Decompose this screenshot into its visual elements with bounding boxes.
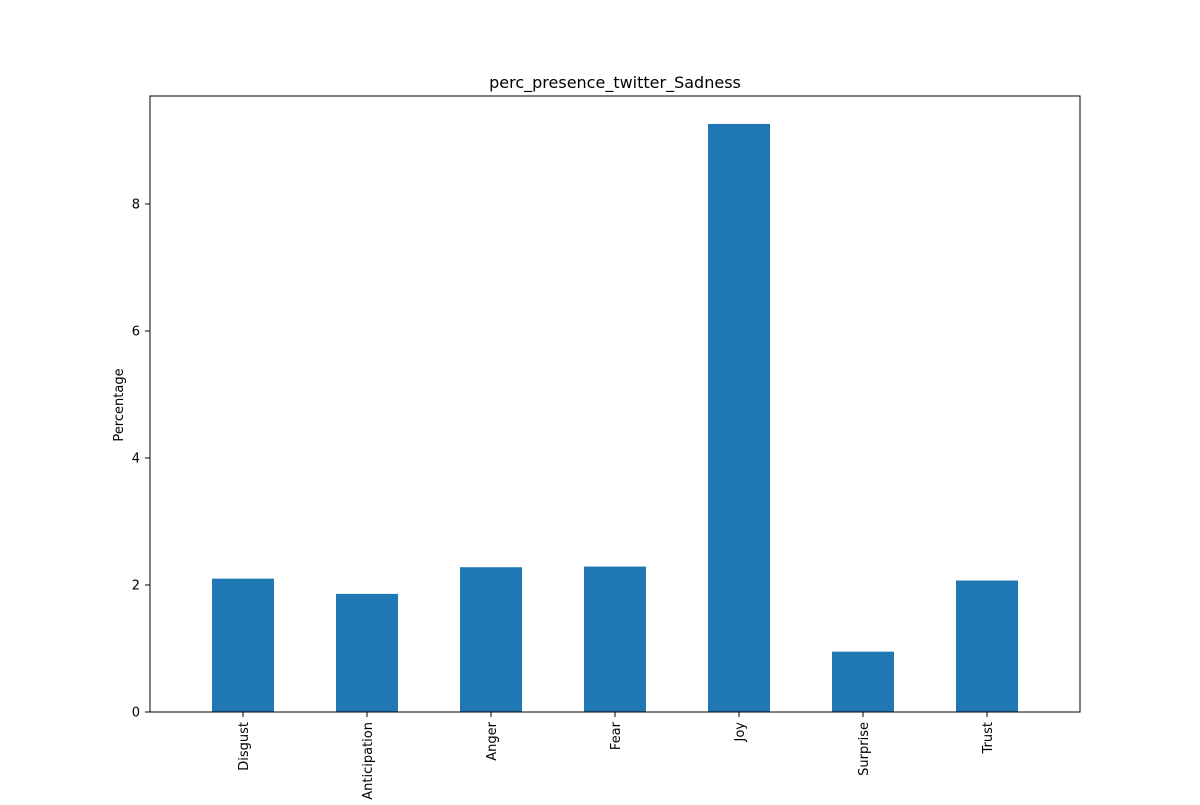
x-tick-label: Trust: [981, 722, 996, 754]
x-tick-label: Fear: [609, 721, 624, 750]
bars-layer: [212, 123, 1018, 712]
y-tick-label: 4: [132, 451, 140, 466]
y-tick-label: 2: [132, 578, 140, 593]
y-tick-label: 8: [132, 197, 140, 212]
bar-trust: [956, 580, 1018, 712]
y-tick-label: 6: [132, 324, 140, 339]
x-tick-label: Surprise: [857, 722, 872, 776]
plot-frame: [149, 95, 1081, 713]
y-axis-ticks: 0 2 4 6 8: [132, 197, 150, 721]
bar-surprise: [832, 651, 894, 712]
y-axis-label: Percentage: [112, 368, 127, 441]
bar-joy: [708, 123, 770, 712]
bar-disgust: [212, 578, 274, 712]
bar-anger: [460, 567, 522, 712]
bar-anticipation: [336, 593, 398, 712]
x-tick-label: Anger: [485, 721, 500, 760]
x-tick-label: Anticipation: [361, 722, 376, 800]
y-tick-label: 0: [132, 706, 140, 721]
x-tick-label: Disgust: [237, 722, 252, 771]
bar-fear: [584, 566, 646, 712]
x-tick-label: Joy: [733, 722, 748, 743]
chart-title: perc_presence_twitter_Sadness: [489, 73, 741, 93]
x-axis-ticks: Disgust Anticipation Anger Fear Joy Surprise T…: [237, 712, 996, 800]
